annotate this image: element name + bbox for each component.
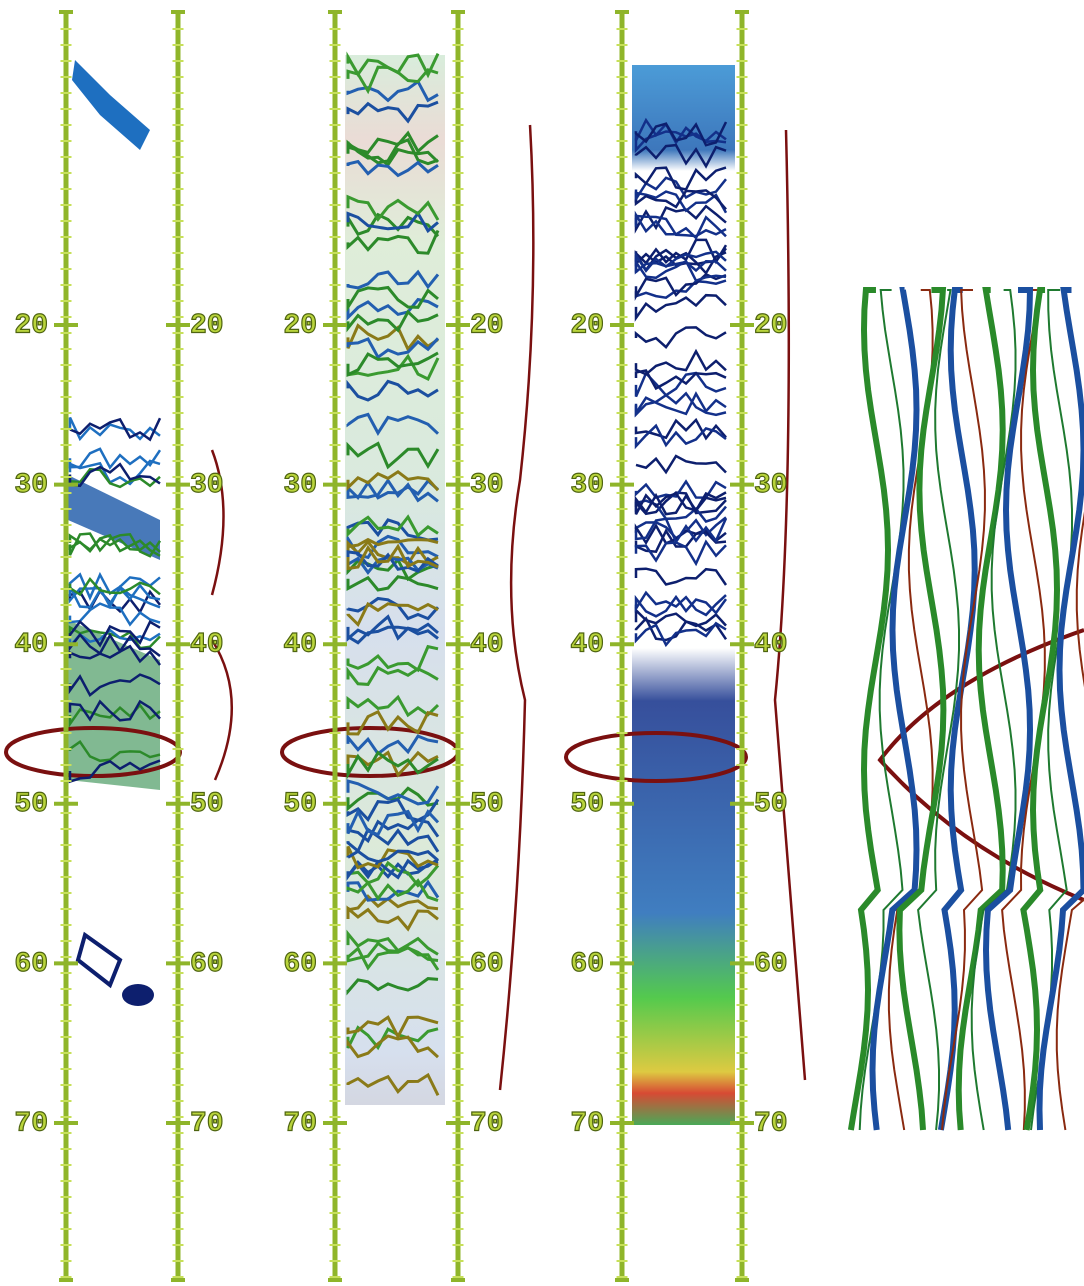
tick-label: 50	[283, 789, 317, 820]
tick-label: 30	[283, 470, 317, 501]
tick-label: 70	[283, 1108, 317, 1139]
trace-curve	[500, 125, 533, 1090]
tick-label: 50	[754, 789, 788, 820]
tick-label: 20	[470, 310, 504, 341]
tick-label: 70	[14, 1108, 48, 1139]
tick-label: 50	[470, 789, 504, 820]
tick-label: 40	[570, 630, 604, 661]
tick-label: 60	[190, 949, 224, 980]
tick-label: 70	[470, 1108, 504, 1139]
tick-label: 60	[754, 949, 788, 980]
tick-label: 60	[470, 949, 504, 980]
tick-label: 30	[14, 470, 48, 501]
tick-label: 30	[470, 470, 504, 501]
tick-label: 40	[470, 630, 504, 661]
tick-label: 50	[190, 789, 224, 820]
well-visualization: 20 30 40 50 60 70 20 30 40 50 60 70 20 30 40 50 60 70 20 30…	[0, 0, 1084, 1286]
tick-label: 70	[754, 1108, 788, 1139]
contour-layers	[6, 54, 1084, 1130]
tick-label: 40	[754, 630, 788, 661]
tick-label: 60	[14, 949, 48, 980]
tick-label: 30	[570, 470, 604, 501]
tick-label: 40	[283, 630, 317, 661]
contour-blob	[78, 935, 120, 985]
tick-label: 20	[570, 310, 604, 341]
tick-label: 70	[570, 1108, 604, 1139]
tick-label: 20	[14, 310, 48, 341]
tick-label: 30	[190, 470, 224, 501]
tick-label: 20	[190, 310, 224, 341]
tick-label: 60	[570, 949, 604, 980]
tick-label: 30	[754, 470, 788, 501]
tick-label: 50	[14, 789, 48, 820]
contour-blob	[72, 60, 150, 150]
tick-label: 70	[190, 1108, 224, 1139]
tick-label: 40	[190, 630, 224, 661]
tick-label: 20	[283, 310, 317, 341]
tick-label: 50	[570, 789, 604, 820]
trace-curve	[775, 130, 805, 1080]
tick-label: 20	[754, 310, 788, 341]
tick-label: 40	[14, 630, 48, 661]
contour-blob	[122, 984, 154, 1006]
tick-label: 60	[283, 949, 317, 980]
